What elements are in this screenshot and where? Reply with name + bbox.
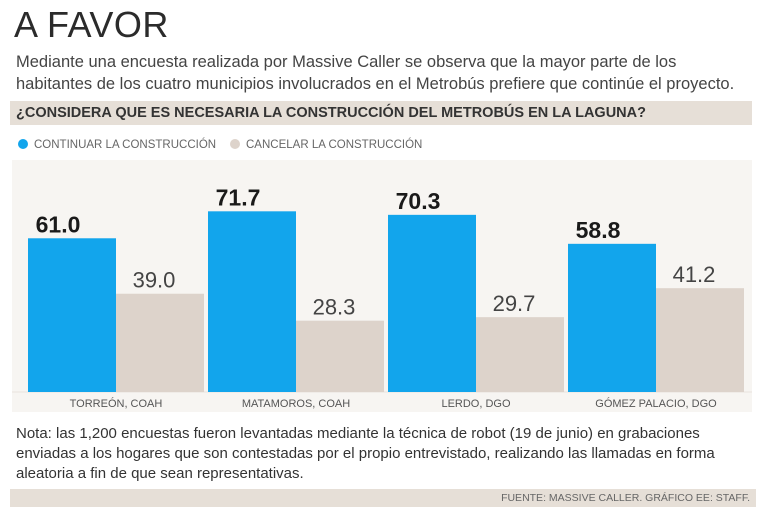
legend-swatch-cancelar bbox=[230, 138, 240, 149]
page-subtitle: Mediante una encuesta realizada por Mass… bbox=[16, 53, 735, 93]
question-banner: ¿CONSIDERA QUE ES NECESARIA LA CONSTRUCC… bbox=[10, 101, 752, 125]
bar-continuar-lerdo-dgo bbox=[388, 214, 476, 392]
source-credit: FUENTE: MASSIVE CALLER. GRÁFICO EE: STAF… bbox=[501, 492, 750, 504]
category-label-torreon-coah: TORREÓN, COAH bbox=[70, 397, 163, 410]
source-banner: FUENTE: MASSIVE CALLER. GRÁFICO EE: STAF… bbox=[10, 489, 756, 507]
legend-item-continuar: CONTINUAR LA CONSTRUCCIÓN bbox=[18, 138, 217, 151]
legend-item-cancelar: CANCELAR LA CONSTRUCCIÓN bbox=[230, 138, 423, 151]
bar-continuar-torreon-coah bbox=[28, 238, 116, 392]
footnote: Nota: las 1,200 encuestas fueron levanta… bbox=[16, 425, 715, 482]
bar-chart: 61.0 39.0 TORREÓN, COAH 71.7 28.3 MATAMOROS, … bbox=[12, 184, 752, 410]
category-label-lerdo-dgo: LERDO, DGO bbox=[441, 398, 511, 410]
data-label-cancelar-matamoros-coah: 28.3 bbox=[313, 295, 356, 320]
legend-swatch-continuar bbox=[18, 138, 28, 149]
data-label-cancelar-torreon-coah: 39.0 bbox=[133, 268, 176, 293]
category-label-matamoros-coah: MATAMOROS, COAH bbox=[242, 398, 350, 410]
data-label-continuar-gomez-palacio-dgo: 58.8 bbox=[576, 217, 621, 243]
bar-continuar-matamoros-coah bbox=[208, 211, 296, 392]
data-label-continuar-torreon-coah: 61.0 bbox=[36, 211, 81, 237]
bar-cancelar-gomez-palacio-dgo bbox=[656, 288, 744, 392]
bar-continuar-gomez-palacio-dgo bbox=[568, 243, 656, 392]
legend-label-cancelar: CANCELAR LA CONSTRUCCIÓN bbox=[246, 139, 423, 151]
data-label-continuar-matamoros-coah: 71.7 bbox=[216, 184, 261, 210]
bar-cancelar-lerdo-dgo bbox=[476, 317, 564, 392]
data-label-continuar-lerdo-dgo: 70.3 bbox=[396, 188, 441, 214]
bar-cancelar-matamoros-coah bbox=[296, 320, 384, 392]
data-label-cancelar-gomez-palacio-dgo: 41.2 bbox=[673, 262, 716, 287]
category-label-gomez-palacio-dgo: GÓMEZ PALACIO, DGO bbox=[595, 397, 717, 410]
plot-area: 61.0 39.0 TORREÓN, COAH 71.7 28.3 MATAMOROS, … bbox=[12, 160, 752, 412]
data-label-cancelar-lerdo-dgo: 29.7 bbox=[493, 291, 536, 316]
legend-label-continuar: CONTINUAR LA CONSTRUCCIÓN bbox=[34, 139, 217, 151]
page-title: A FAVOR bbox=[14, 4, 169, 45]
question-text: ¿CONSIDERA QUE ES NECESARIA LA CONSTRUCC… bbox=[16, 105, 646, 121]
bar-cancelar-torreon-coah bbox=[116, 293, 204, 392]
